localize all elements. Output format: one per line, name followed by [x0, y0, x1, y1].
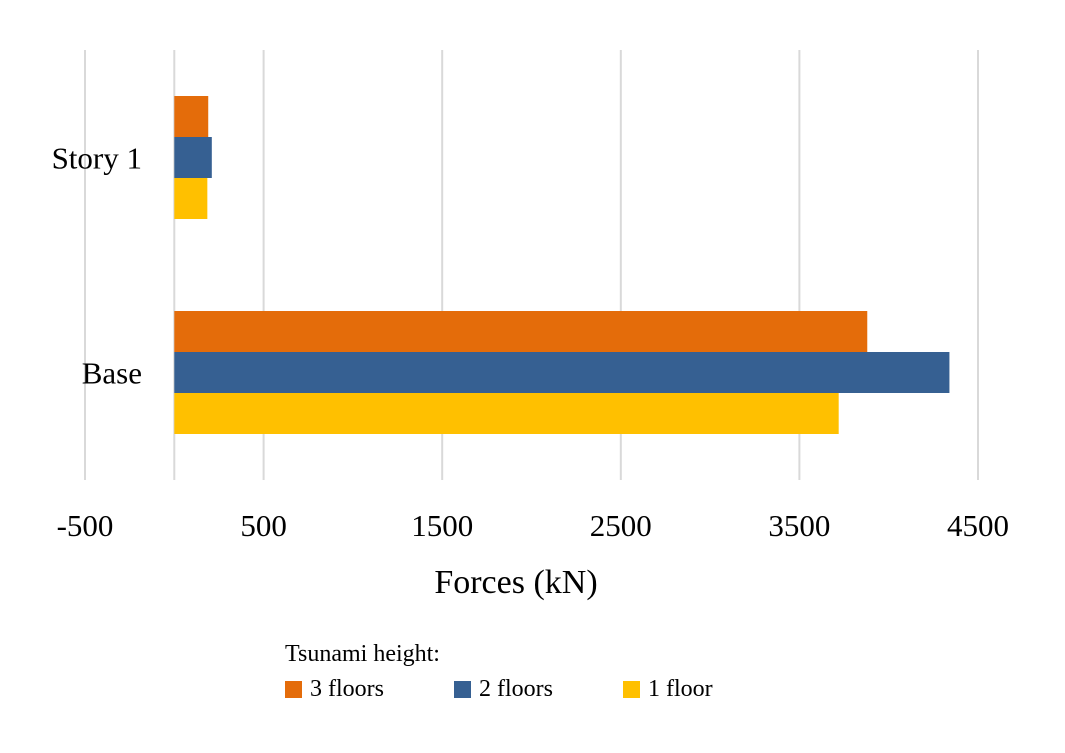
legend-label: 3 floors	[310, 676, 384, 702]
legend-swatch	[285, 681, 302, 698]
x-tick-label: 1500	[411, 508, 473, 543]
legend-item: 1 floor	[623, 676, 713, 703]
bars	[174, 96, 950, 434]
legend-swatch	[623, 681, 640, 698]
legend: 3 floors 2 floors 1 floor	[285, 676, 713, 703]
category-label: Story 1	[52, 141, 142, 176]
legend-item: 2 floors	[454, 676, 553, 703]
legend-item: 3 floors	[285, 676, 384, 703]
x-tick-label: 3500	[768, 508, 830, 543]
legend-title: Tsunami height:	[285, 641, 440, 667]
bar-base-3-floors	[174, 311, 868, 352]
bar-story-1-1-floor	[174, 178, 208, 219]
x-axis-title: Forces (kN)	[434, 564, 597, 601]
x-tick-label: 500	[240, 508, 287, 543]
category-label: Base	[82, 356, 142, 391]
bar-base-1-floor	[174, 393, 839, 434]
legend-label: 2 floors	[479, 676, 553, 702]
bar-base-2-floors	[174, 352, 950, 393]
legend-label: 1 floor	[648, 676, 713, 702]
bar-story-1-3-floors	[174, 96, 209, 137]
x-tick-label: 4500	[947, 508, 1009, 543]
legend-swatch	[454, 681, 471, 698]
category-labels: Story 1 Base	[52, 141, 142, 391]
x-tick-label: 2500	[590, 508, 652, 543]
x-tick-labels: -500 500 1500 2500 3500 4500	[57, 508, 1009, 543]
bar-story-1-2-floors	[174, 137, 212, 178]
x-tick-label: -500	[57, 508, 114, 543]
